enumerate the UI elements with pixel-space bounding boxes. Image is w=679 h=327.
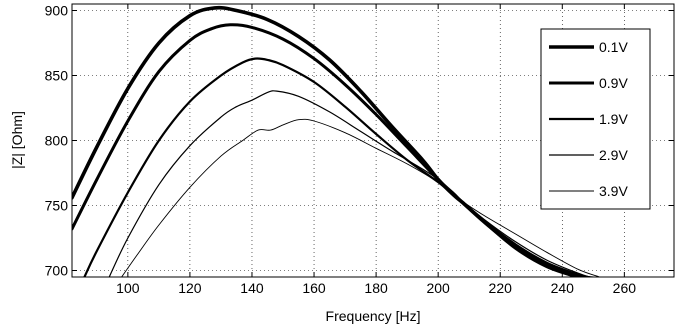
x-tick-label: 260 [613, 280, 637, 296]
y-tick-label: 850 [45, 68, 69, 84]
x-tick-label: 160 [302, 280, 326, 296]
series-line-3 [108, 90, 592, 277]
legend-label: 3.9V [599, 183, 628, 199]
series-line-0 [72, 5, 595, 277]
legend-label: 1.9V [599, 111, 628, 127]
x-axis-label: Frequency [Hz] [326, 308, 421, 324]
x-tick-label: 240 [551, 280, 575, 296]
series-line-1 [72, 23, 585, 277]
y-axis: 700 750 800 850 900 [45, 3, 674, 279]
legend-label: 2.9V [599, 147, 628, 163]
x-tick-label: 140 [240, 280, 264, 296]
legend-label: 0.9V [599, 75, 628, 91]
series-line-2 [83, 57, 593, 277]
legend: 0.1V 0.9V 1.9V 2.9V 3.9V [540, 28, 651, 210]
series-line-4 [121, 118, 600, 277]
legend-label: 0.1V [599, 39, 628, 55]
x-tick-label: 180 [364, 280, 388, 296]
y-tick-label: 900 [45, 3, 69, 19]
y-axis-label: |Z| [Ohm] [9, 111, 25, 169]
y-tick-label: 750 [45, 198, 69, 214]
y-tick-label: 800 [45, 133, 69, 149]
x-tick-label: 100 [116, 280, 140, 296]
x-tick-label: 220 [489, 280, 513, 296]
y-tick-label: 700 [45, 263, 69, 279]
x-tick-label: 200 [426, 280, 450, 296]
x-tick-label: 120 [178, 280, 202, 296]
x-axis: 100 120 140 160 180 200 220 240 260 [116, 4, 636, 296]
series-layer [72, 5, 600, 277]
